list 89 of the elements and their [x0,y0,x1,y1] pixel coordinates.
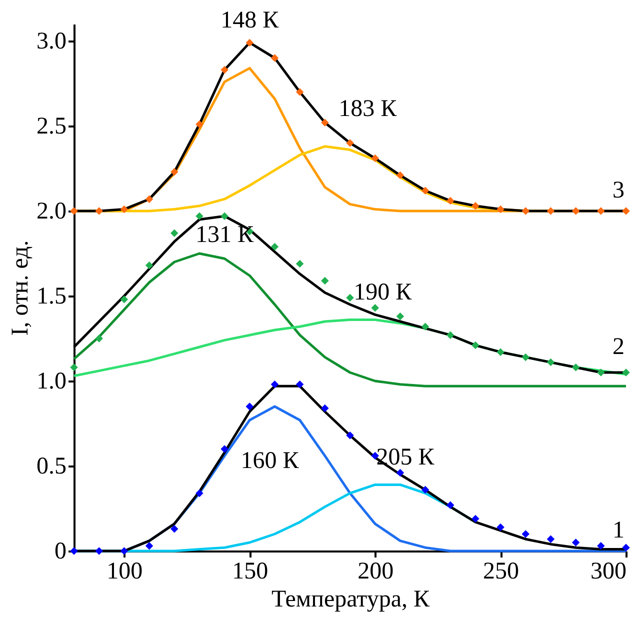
y-axis-title: I, отн. ед. [8,240,34,336]
point [346,432,354,440]
annotation: 1 [612,518,624,544]
y-tick-label: 1.0 [36,368,66,394]
point [220,445,228,453]
point [321,118,329,126]
x-tick-label: 300 [590,558,626,584]
point [421,186,430,194]
annotation: 205 К [376,444,436,470]
point [270,54,279,62]
annotation: 3 [612,178,624,204]
y-tick-label: 1.5 [36,284,66,310]
point [572,538,580,546]
point [246,38,254,47]
point [396,312,404,320]
point [120,296,128,304]
point [546,358,555,366]
point [597,542,605,550]
annotation: 148 К [220,8,280,34]
point [421,486,430,494]
point [572,207,580,215]
point [196,489,204,498]
point [95,334,103,342]
point [120,205,128,214]
annotation: 2 [612,334,624,360]
annotation: 183 К [338,96,398,122]
point [220,66,228,74]
point [597,368,605,376]
point [170,168,178,176]
point [396,468,404,477]
point [321,276,329,285]
point [522,530,530,538]
point [95,547,103,555]
point [496,348,504,356]
point [296,380,304,388]
x-tick-label: 150 [232,558,268,584]
point [170,525,178,533]
point [196,212,204,220]
y-tick-label: 0.5 [36,454,66,480]
point [622,368,630,376]
point [371,154,379,162]
point [246,402,254,410]
y-tick-label: 2.5 [36,114,66,140]
point [70,364,78,372]
point [196,120,204,128]
point [220,212,228,220]
x-tick-label: 200 [358,558,394,584]
point [270,380,279,388]
annotation: 160 К [240,448,300,474]
point [572,364,580,372]
point [446,501,454,509]
point [145,542,154,550]
point [446,331,454,339]
point [421,322,430,330]
point [496,523,504,532]
point [546,207,555,215]
point [522,207,530,215]
point [622,207,630,215]
point [446,196,454,205]
point [597,207,605,215]
point [472,202,480,210]
point [622,544,630,552]
point [496,205,504,214]
x-tick-label: 100 [106,558,143,584]
point [346,294,354,302]
point [472,514,480,523]
y-tick-label: 0 [54,538,66,564]
point [321,404,329,412]
point [95,207,103,215]
y-tick-label: 2.0 [36,198,66,224]
point [145,262,154,270]
point [170,229,178,237]
y-tick-label: 3.0 [36,28,66,54]
point [396,171,404,180]
annotation: 131 К [196,222,255,248]
point [522,353,530,362]
x-axis-title: Температура, К [272,586,430,612]
point [120,547,128,555]
point [472,341,480,350]
point [371,304,379,312]
point [296,88,304,96]
x-tick-label: 250 [483,558,520,584]
point [346,139,354,147]
point [296,260,304,268]
point [546,535,555,543]
point [270,242,279,251]
line-series [72,252,628,388]
annotation: 190 К [354,280,413,306]
point [145,195,154,203]
